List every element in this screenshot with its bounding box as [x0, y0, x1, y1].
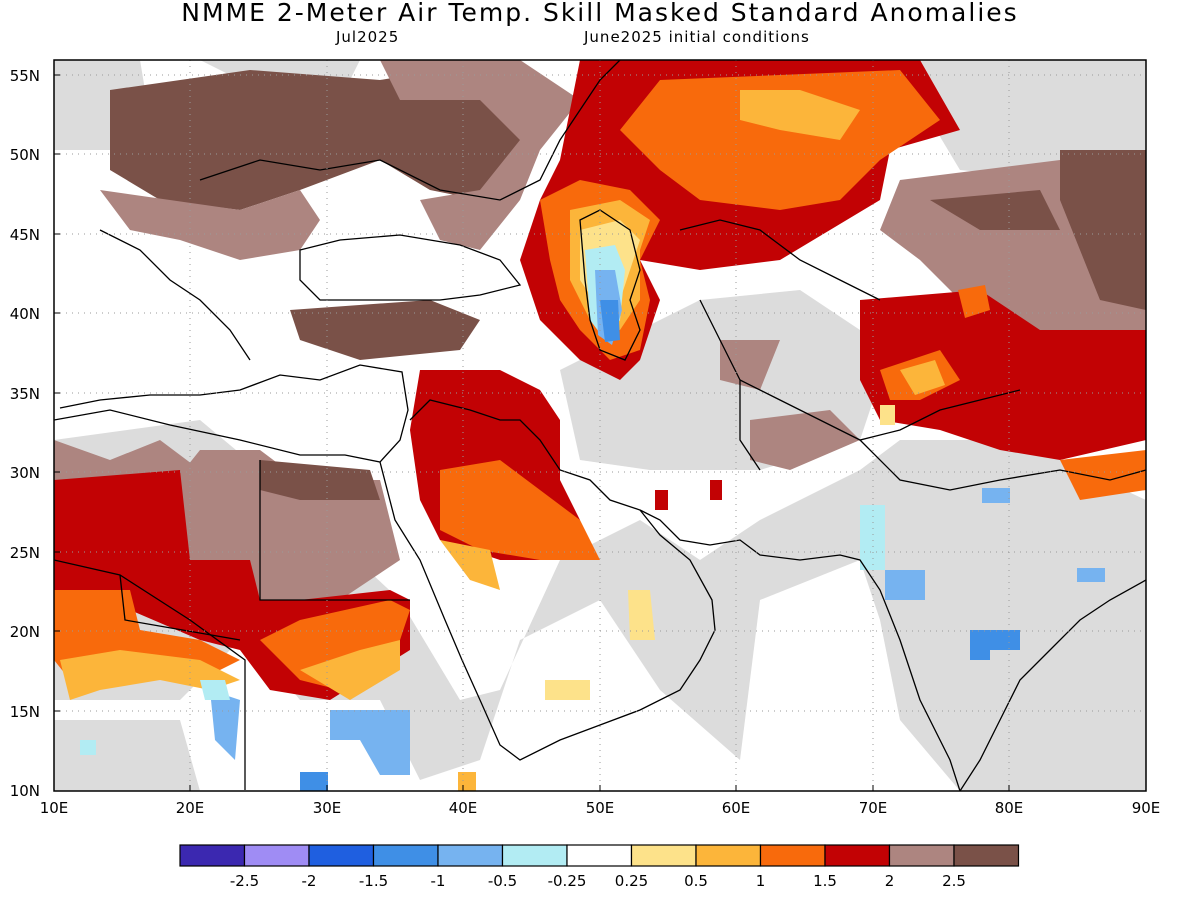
colorbar-label: 0.25	[615, 872, 648, 890]
lat-label: 25N	[10, 544, 40, 562]
longitude-labels: 10E 20E 30E 40E 50E 60E 70E 80E 90E	[40, 799, 1161, 817]
lon-label: 30E	[313, 799, 342, 817]
colorbar-label: -0.5	[488, 872, 517, 890]
forecast-month: Jul2025	[336, 28, 400, 46]
colorbar-swatch	[695, 844, 762, 867]
colorbar-labels: -2.5 -2 -1.5 -1 -0.5 -0.25 0.25 0.5 1 1.5 2 2.5	[230, 872, 966, 890]
colorbar-label: -1.5	[359, 872, 388, 890]
lon-label: 20E	[176, 799, 205, 817]
lat-label: 50N	[10, 146, 40, 164]
colorbar-swatches	[179, 844, 1020, 867]
colorbar-swatch	[437, 844, 504, 867]
colorbar-swatch	[501, 844, 568, 867]
lat-label: 20N	[10, 623, 40, 641]
colorbar: -2.5 -2 -1.5 -1 -0.5 -0.25 0.25 0.5 1 1.5 2 2.5	[179, 844, 1020, 890]
lat-label: 30N	[10, 464, 40, 482]
colorbar-swatch	[888, 844, 955, 867]
lon-label: 80E	[995, 799, 1024, 817]
latitude-labels: 55N 50N 45N 40N 35N 30N 25N 20N 15N 10N	[10, 67, 40, 800]
lat-label: 15N	[10, 703, 40, 721]
map-title: NMME 2-Meter Air Temp. Skill Masked Stan…	[181, 0, 1019, 27]
initial-conditions: June2025 initial conditions	[584, 28, 810, 46]
lon-label: 10E	[40, 799, 69, 817]
lat-label: 10N	[10, 782, 40, 800]
lat-label: 45N	[10, 226, 40, 244]
lon-label: 50E	[586, 799, 615, 817]
colorbar-swatch	[308, 844, 375, 867]
anomaly-field	[54, 60, 1146, 791]
colorbar-label: -2	[302, 872, 317, 890]
colorbar-label: 1	[756, 872, 766, 890]
lat-label: 55N	[10, 67, 40, 85]
colorbar-label: -1	[431, 872, 446, 890]
lon-label: 90E	[1132, 799, 1161, 817]
colorbar-swatch	[953, 844, 1020, 867]
lon-label: 70E	[859, 799, 888, 817]
colorbar-swatch	[243, 844, 310, 867]
colorbar-swatch	[759, 844, 826, 867]
colorbar-swatch	[630, 844, 697, 867]
lat-label: 35N	[10, 385, 40, 403]
tick-marks	[54, 74, 1010, 791]
colorbar-label: 2.5	[942, 872, 966, 890]
lon-label: 60E	[722, 799, 751, 817]
colorbar-label: 1.5	[813, 872, 837, 890]
colorbar-swatch	[824, 844, 891, 867]
colorbar-label: -2.5	[230, 872, 259, 890]
colorbar-label: 2	[885, 872, 895, 890]
colorbar-swatch	[372, 844, 439, 867]
colorbar-swatch	[179, 844, 246, 867]
lat-label: 40N	[10, 305, 40, 323]
coastlines	[54, 60, 1146, 791]
colorbar-label: 0.5	[684, 872, 708, 890]
gridlines	[54, 60, 1146, 791]
lon-label: 40E	[449, 799, 478, 817]
colorbar-label: -0.25	[548, 872, 587, 890]
colorbar-swatch	[566, 844, 633, 867]
